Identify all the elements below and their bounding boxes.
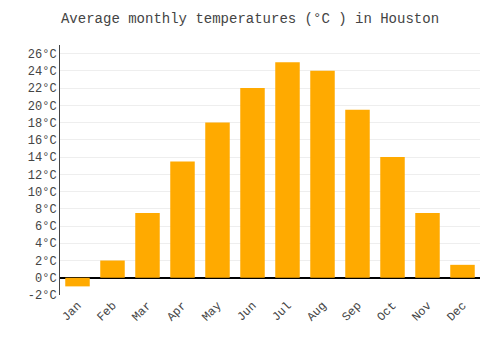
svg-text:Jun: Jun (234, 299, 259, 324)
svg-text:12°C: 12°C (28, 169, 57, 183)
svg-text:20°C: 20°C (28, 100, 57, 114)
svg-text:Apr: Apr (164, 299, 189, 324)
svg-text:14°C: 14°C (28, 151, 57, 165)
svg-text:Dec: Dec (444, 299, 469, 324)
svg-text:Oct: Oct (374, 299, 399, 324)
svg-text:Nov: Nov (409, 299, 434, 324)
svg-text:0°C: 0°C (35, 272, 57, 286)
svg-text:24°C: 24°C (28, 65, 57, 79)
svg-text:10°C: 10°C (28, 186, 57, 200)
svg-text:Feb: Feb (94, 299, 119, 324)
svg-text:Jan: Jan (59, 299, 84, 324)
svg-text:May: May (199, 299, 224, 324)
svg-text:Sep: Sep (339, 299, 364, 324)
svg-text:-2°C: -2°C (28, 289, 57, 303)
svg-text:6°C: 6°C (35, 220, 57, 234)
svg-text:22°C: 22°C (28, 82, 57, 96)
svg-text:8°C: 8°C (35, 203, 57, 217)
svg-text:Jul: Jul (269, 299, 294, 324)
svg-text:18°C: 18°C (28, 117, 57, 131)
svg-text:Aug: Aug (304, 299, 329, 324)
svg-text:2°C: 2°C (35, 255, 57, 269)
svg-text:4°C: 4°C (35, 237, 57, 251)
svg-text:Average monthly temperatures (: Average monthly temperatures (°C ) in Ho… (61, 11, 439, 27)
svg-text:26°C: 26°C (28, 48, 57, 62)
svg-text:Mar: Mar (129, 299, 154, 324)
svg-text:16°C: 16°C (28, 134, 57, 148)
